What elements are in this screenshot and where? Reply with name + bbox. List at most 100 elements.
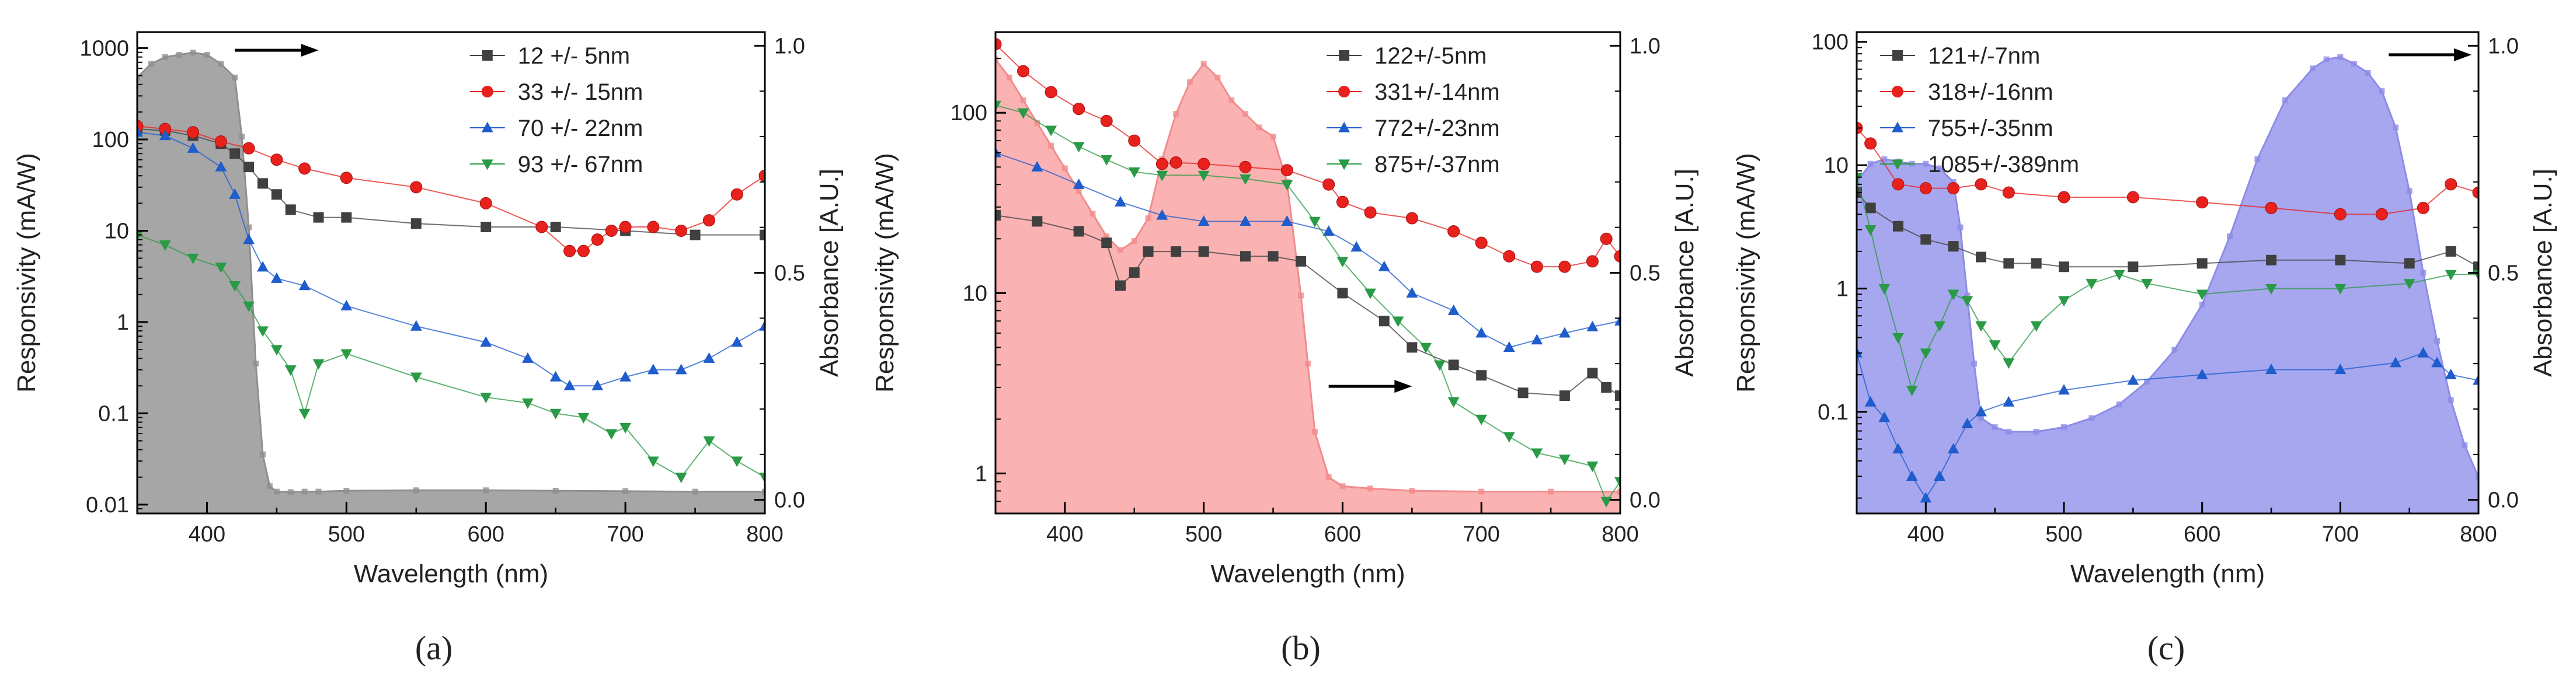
data-point [257, 178, 268, 189]
data-point [1475, 327, 1488, 338]
data-point [1280, 164, 1293, 177]
data-point [215, 160, 227, 172]
data-point [1878, 284, 1891, 295]
data-point [563, 244, 576, 257]
data-point [2265, 201, 2278, 214]
data-point [1947, 443, 1959, 454]
y-tick-label: 10 [105, 219, 129, 243]
absorbance-point [2351, 61, 2357, 67]
x-tick-label: 400 [189, 522, 225, 547]
data-point [2113, 270, 2125, 281]
absorbance-point [2199, 301, 2205, 307]
absorbance-point [190, 50, 196, 56]
data-point [479, 197, 492, 209]
absorbance-point [1923, 160, 1929, 167]
legend-entry: 70 +/- 22nm [518, 116, 643, 141]
data-point [535, 221, 548, 233]
absorbance-point [1971, 361, 1978, 367]
data-point [1586, 461, 1599, 472]
x-tick-label: 800 [746, 522, 783, 547]
x-tick-label: 800 [2460, 522, 2497, 547]
absorbance-point [2434, 338, 2440, 344]
data-point [284, 365, 297, 376]
data-point [675, 473, 687, 484]
data-point [2334, 284, 2347, 295]
data-point [2058, 296, 2070, 307]
absorbance-point [692, 488, 698, 495]
absorbance-point [2006, 428, 2012, 435]
data-point [1031, 160, 1043, 172]
data-point [2431, 357, 2443, 368]
data-point [187, 126, 200, 139]
data-point [340, 300, 353, 311]
absorbance-point [2227, 233, 2233, 240]
data-point [1378, 316, 1390, 327]
data-point [1045, 125, 1057, 137]
data-point [1268, 251, 1279, 262]
absorbance-point [2448, 397, 2454, 403]
series-1 [995, 209, 1620, 401]
absorbance-point [2116, 401, 2122, 408]
y2-axis-label: Absorbance [A.U.] [1670, 169, 1699, 377]
x-tick-label: 400 [1907, 522, 1944, 547]
absorbance-point [1186, 79, 1193, 85]
y-tick-label: 100 [92, 128, 129, 152]
data-point [1586, 255, 1599, 268]
data-point [1587, 368, 1598, 379]
absorbance-point [148, 61, 154, 67]
absorbance-point [1298, 292, 1304, 299]
absorbance-point [2323, 56, 2330, 62]
data-point [1476, 370, 1487, 381]
data-point [1531, 334, 1543, 345]
legend-marker [1892, 50, 1903, 61]
data-point [1378, 260, 1390, 271]
legend-marker [481, 159, 493, 170]
data-point [2128, 261, 2139, 272]
data-point [270, 272, 283, 283]
data-point [2473, 374, 2478, 385]
data-point [1101, 237, 1112, 249]
y2-tick-label: 1.0 [774, 34, 805, 58]
data-point [1961, 296, 1973, 307]
data-point [2031, 258, 2042, 269]
data-point [159, 130, 171, 141]
data-point [1129, 267, 1140, 278]
series-2 [995, 38, 1620, 273]
data-point [2126, 191, 2139, 204]
data-point [647, 364, 659, 375]
absorbance-point [2144, 379, 2150, 385]
data-point [229, 188, 241, 199]
absorbance-point [266, 483, 273, 490]
data-point [1073, 142, 1085, 153]
absorbance-point [1409, 488, 1415, 494]
data-point [1947, 182, 1960, 195]
data-point [137, 230, 143, 241]
data-point [1198, 170, 1210, 181]
absorbance-point [1937, 165, 1943, 172]
data-point [1392, 316, 1404, 327]
absorbance-point [1256, 124, 1262, 131]
data-point [1198, 246, 1209, 257]
y2-tick-label: 0.5 [774, 261, 805, 286]
data-point [1989, 340, 2001, 351]
data-point [1407, 342, 1418, 353]
data-point [550, 221, 561, 232]
data-point [2003, 396, 2015, 407]
legend-entry: 121+/-7nm [1928, 43, 2040, 69]
data-point [1614, 250, 1620, 263]
legend-entry: 93 +/- 67nm [518, 152, 643, 177]
data-point [758, 169, 765, 182]
legend-entry: 318+/-16nm [1928, 79, 2053, 105]
data-point [1281, 215, 1293, 226]
data-point [1475, 236, 1488, 249]
absorbance-point [1978, 415, 1984, 421]
series-2 [137, 120, 765, 257]
data-point [1865, 202, 1876, 214]
x-tick-label: 400 [1046, 522, 1083, 547]
data-point [1600, 232, 1613, 245]
legend-entry: 875+/-37nm [1374, 152, 1500, 177]
data-point [1073, 226, 1084, 237]
data-point [2196, 196, 2209, 209]
data-point [271, 189, 282, 200]
data-point [1558, 327, 1571, 338]
